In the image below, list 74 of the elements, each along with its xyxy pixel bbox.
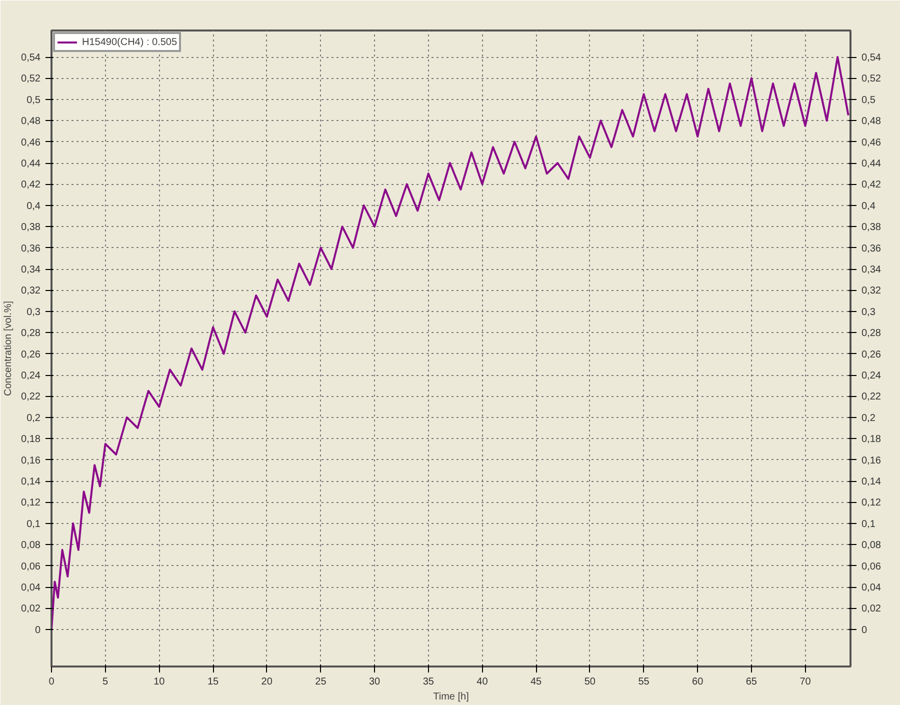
y-tick-label: 0,18	[21, 434, 41, 446]
y2-tick-label: 0,44	[862, 158, 882, 170]
y2-tick-label: 0,12	[862, 498, 882, 509]
y2-tick-label: 0,32	[862, 286, 882, 297]
y-tick-label: 0,2	[26, 412, 41, 424]
x-tick-label: 55	[638, 676, 650, 688]
y-tick-label: 0,26	[21, 349, 41, 360]
y2-tick-label: 0,04	[862, 582, 882, 594]
y2-tick-label: 0,26	[862, 349, 882, 360]
y-tick-label: 0,24	[21, 370, 41, 382]
y-tick-label: 0,32	[21, 286, 41, 297]
y2-tick-label: 0	[862, 624, 868, 636]
y2-tick-label: 0,42	[862, 180, 882, 191]
legend-label: H15490(CH4) : 0.505	[82, 36, 178, 48]
y-tick-label: 0,38	[21, 222, 41, 234]
y2-tick-label: 0,38	[862, 222, 882, 234]
y-tick-label: 0,36	[21, 243, 41, 254]
y-tick-label: 0,04	[21, 582, 41, 594]
x-tick-label: 50	[584, 676, 596, 688]
x-tick-label: 35	[422, 676, 434, 688]
y-tick-label: 0,12	[21, 498, 41, 509]
y2-tick-label: 0,36	[862, 243, 882, 254]
y-tick-label: 0,22	[21, 392, 41, 403]
x-tick-label: 60	[692, 676, 704, 688]
y-tick-label: 0,08	[21, 540, 41, 552]
x-tick-label: 15	[207, 676, 220, 688]
y-tick-label: 0	[34, 624, 41, 636]
y-tick-label: 0,14	[21, 476, 41, 488]
y-tick-label: 0,02	[21, 604, 41, 615]
y2-tick-label: 0,1	[862, 518, 876, 530]
x-tick-label: 10	[154, 676, 166, 688]
y-tick-label: 0,54	[21, 52, 41, 64]
y2-tick-label: 0,02	[862, 604, 882, 615]
y2-tick-label: 0,3	[862, 306, 876, 318]
y2-tick-label: 0,18	[862, 434, 882, 446]
y-tick-label: 0,46	[21, 137, 41, 148]
y2-tick-label: 0,2	[862, 412, 876, 424]
y-tick-label: 0,28	[21, 328, 41, 340]
x-tick-label: 45	[530, 676, 542, 688]
y-tick-label: 0,52	[21, 74, 41, 85]
y2-tick-label: 0,48	[862, 116, 882, 128]
y-tick-label: 0,16	[21, 455, 41, 466]
y2-tick-label: 0,34	[862, 264, 882, 276]
y2-tick-label: 0,24	[862, 370, 882, 382]
x-tick-label: 30	[368, 676, 381, 688]
y-tick-label: 0,1	[26, 518, 41, 530]
y-tick-label: 0,5	[26, 94, 41, 106]
y2-tick-label: 0,52	[862, 74, 882, 85]
y-tick-label: 0,06	[21, 561, 41, 572]
y-tick-label: 0,34	[21, 264, 41, 276]
y-tick-label: 0,44	[21, 158, 41, 170]
x-tick-label: 5	[102, 676, 109, 688]
y2-tick-label: 0,54	[862, 52, 882, 64]
y-tick-label: 0,48	[21, 116, 41, 128]
x-tick-label: 65	[746, 676, 758, 688]
x-axis-title: Time [h]	[433, 692, 470, 702]
y-tick-label: 0,3	[26, 306, 41, 318]
y2-tick-label: 0,46	[862, 137, 882, 148]
y2-tick-label: 0,28	[862, 328, 882, 340]
x-tick-label: 20	[261, 676, 273, 688]
y2-tick-label: 0,5	[862, 94, 876, 106]
y2-tick-label: 0,22	[862, 392, 882, 403]
y2-tick-label: 0,4	[862, 200, 876, 212]
x-tick-label: 40	[476, 676, 488, 688]
y-tick-label: 0,4	[26, 200, 41, 212]
y2-tick-label: 0,16	[862, 455, 882, 466]
y-axis-title: Concentration [vol.%]	[3, 300, 14, 396]
x-tick-label: 70	[800, 676, 812, 688]
y2-tick-label: 0,08	[862, 540, 882, 552]
x-tick-label: 25	[315, 676, 327, 688]
x-tick-label: 0	[48, 676, 55, 688]
y-tick-label: 0,42	[21, 180, 41, 191]
y2-tick-label: 0,06	[862, 561, 882, 572]
y2-tick-label: 0,14	[862, 476, 882, 488]
